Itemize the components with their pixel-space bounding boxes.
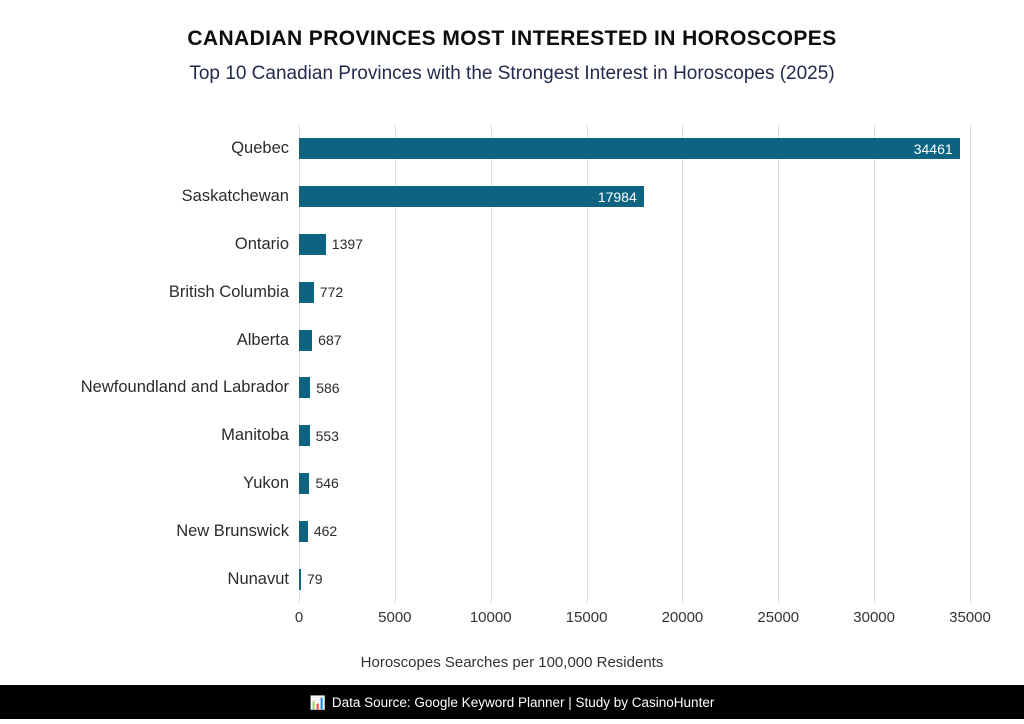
value-label: 17984: [597, 188, 637, 205]
bar: 772: [299, 281, 343, 303]
chart-title: CANADIAN PROVINCES MOST INTERESTED IN HO…: [187, 27, 837, 50]
value-label: 772: [319, 284, 344, 301]
x-tick-label: 35000: [949, 609, 991, 626]
value-label: 1397: [331, 236, 363, 253]
bar-row: British Columbia 772: [169, 268, 970, 316]
category-label: New Brunswick: [176, 521, 289, 540]
gridline: [874, 125, 876, 603]
x-tick-label: 25000: [757, 609, 800, 626]
category-label: Ontario: [234, 234, 289, 253]
category-label: Manitoba: [221, 426, 289, 445]
bar-row: Newfoundland and Labrador 586: [81, 364, 970, 412]
gridline: [490, 125, 492, 603]
source-footer: 📊 Data Source: Google Keyword Planner | …: [0, 685, 1024, 719]
category-label: Saskatchewan: [181, 187, 289, 206]
chart-subtitle: Top 10 Canadian Provinces with the Stron…: [189, 63, 835, 84]
x-tick-label: 5000: [378, 609, 412, 626]
category-label: British Columbia: [168, 282, 289, 301]
source-footer-text: Data Source: Google Keyword Planner | St…: [331, 694, 715, 710]
plot-area: Quebec 34461 Saskatchewan 17984 Ontario 1397 B…: [81, 125, 971, 603]
value-label: 546: [315, 475, 339, 492]
bar: 546: [299, 472, 339, 494]
bar-row: Manitoba 553: [221, 412, 970, 460]
gridline: [970, 125, 971, 603]
bar: 687: [299, 329, 342, 351]
bar: 553: [299, 425, 339, 447]
value-label: 34461: [913, 140, 953, 157]
x-tick-label: 10000: [469, 609, 512, 626]
gridline: [586, 125, 588, 603]
bar-row: Nunavut 79: [228, 555, 970, 603]
gridline: [682, 125, 684, 603]
bar-chart-emoji-icon: 📊: [309, 694, 326, 710]
bar: 79: [299, 568, 323, 590]
x-tick-label: 0: [294, 609, 304, 626]
bar-row: Ontario 1397: [235, 221, 970, 269]
gridline: [299, 125, 300, 603]
value-label: 79: [307, 571, 323, 588]
x-tick-label: 15000: [565, 609, 608, 626]
value-label: 687: [318, 332, 342, 349]
x-tick-label: 20000: [661, 609, 704, 626]
bar: 586: [299, 377, 340, 399]
bar-rows: Quebec 34461 Saskatchewan 17984 Ontario 1397 B…: [81, 125, 970, 603]
bar-row: Yukon 546: [243, 460, 970, 508]
bar: 1397: [299, 233, 363, 255]
bar: 34461: [299, 138, 960, 160]
bar: 17984: [299, 186, 644, 208]
x-axis-ticks: 0 5000 10000 15000 20000 25000 30000 35000: [295, 603, 991, 631]
bar-row: Saskatchewan 17984: [182, 173, 970, 221]
gridline: [778, 125, 780, 603]
gridline: [394, 125, 396, 603]
value-label: 462: [313, 523, 338, 540]
x-axis-label: Horoscopes Searches per 100,000 Resident…: [360, 654, 664, 671]
category-label: Nunavut: [227, 569, 289, 588]
value-label: 553: [315, 427, 339, 444]
bar-row: Quebec 34461: [231, 125, 970, 173]
category-label: Yukon: [243, 473, 289, 492]
bar-row: Alberta 687: [237, 316, 970, 364]
x-tick-label: 30000: [853, 609, 895, 626]
category-label: Newfoundland and Labrador: [80, 378, 289, 397]
category-label: Alberta: [236, 330, 289, 349]
gridlines: [299, 125, 971, 603]
bar: 462: [299, 520, 337, 542]
bar-row: New Brunswick 462: [176, 507, 970, 555]
value-label: 586: [316, 379, 340, 396]
category-label: Quebec: [231, 139, 289, 158]
